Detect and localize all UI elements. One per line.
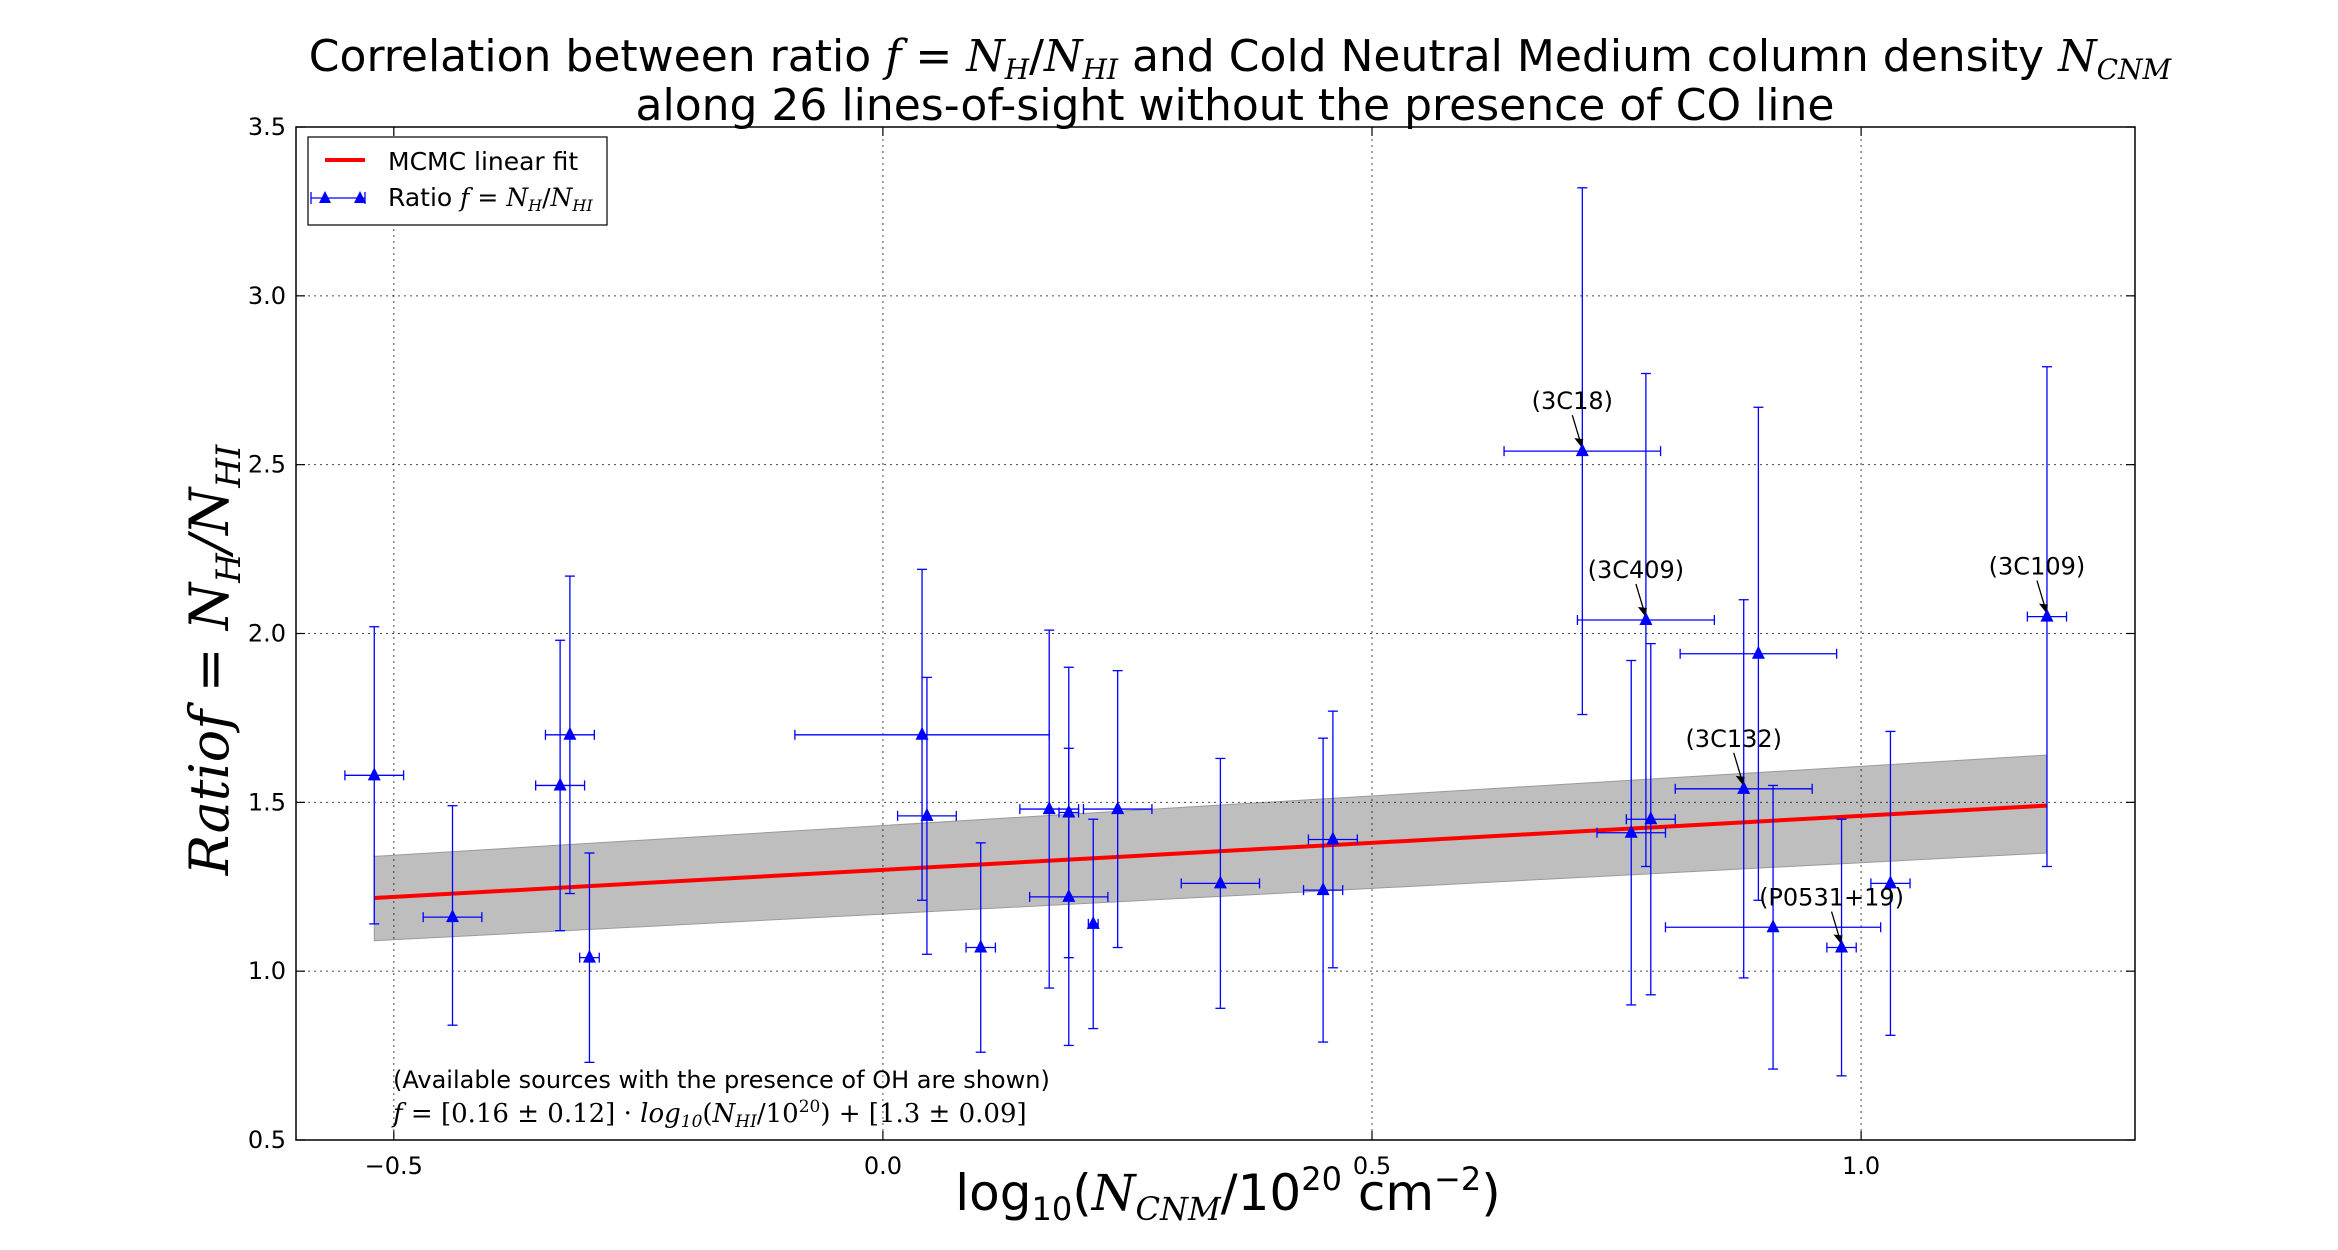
x-tick-label: 0.5 [1353, 1152, 1391, 1180]
legend-points-label: Ratio f = NH/NHI [388, 183, 593, 215]
triangle-marker [1737, 780, 1751, 794]
label-arrowhead [1735, 775, 1745, 785]
x-tick-label: −0.5 [365, 1152, 423, 1180]
triangle-marker [1883, 875, 1897, 889]
y-tick-label: 3.5 [248, 113, 286, 141]
triangle-marker [1326, 831, 1340, 845]
triangle-marker [2040, 608, 2054, 622]
data-point [794, 568, 1050, 901]
data-point [1082, 669, 1153, 949]
data-point [344, 626, 405, 925]
triangle-marker [563, 726, 577, 740]
legend-fit-label: MCMC linear fit [388, 147, 578, 176]
point-label: (3C409) [1588, 556, 1685, 584]
triangle-marker [974, 939, 988, 953]
data-point [1596, 659, 1667, 1006]
triangle-marker [1086, 915, 1100, 929]
legend-points-swatch [310, 191, 366, 204]
point-label: (P0531+19) [1759, 884, 1904, 912]
point-label: (3C18) [1532, 387, 1613, 415]
data-point [1307, 710, 1358, 969]
triangle-marker [1316, 882, 1330, 896]
label-arrowhead [1637, 606, 1647, 616]
label-arrowhead [2038, 603, 2048, 613]
data-point [422, 805, 483, 1026]
y-tick-label: 2.5 [248, 451, 286, 479]
data-point [1302, 737, 1344, 1043]
triangle-marker [446, 909, 460, 923]
y-tick-label: 0.5 [248, 1126, 286, 1154]
triangle-marker [1624, 824, 1638, 838]
data-point [1086, 818, 1100, 1030]
data-point [1679, 406, 1838, 901]
data-point [1028, 747, 1109, 1047]
data-points-layer [344, 187, 2068, 1077]
triangle-marker [915, 726, 929, 740]
fit-confidence-band [373, 754, 2048, 942]
point-label: (3C132) [1685, 725, 1782, 753]
data-point [1870, 730, 1911, 1036]
data-point [544, 575, 595, 895]
data-point [1826, 818, 1857, 1077]
label-arrowhead [1833, 934, 1843, 944]
x-tick-label: 1.0 [1842, 1152, 1880, 1180]
data-point [2026, 366, 2068, 868]
legend-box [307, 136, 608, 226]
fit-line [374, 803, 2048, 900]
plot-area: (3C18) (3C409) (3C132) (P0531+19) (3C109) −0… [248, 113, 2136, 1180]
legend: MCMC linear fit Ratio f = NH/NHI [307, 136, 608, 226]
triangle-marker [1062, 888, 1076, 902]
point-label: (3C109) [1989, 553, 2086, 581]
triangle-marker [553, 777, 567, 791]
data-point [1576, 372, 1716, 868]
triangle-marker [920, 807, 934, 821]
data-point [965, 842, 997, 1053]
triangle-marker [1835, 939, 1849, 953]
triangle-marker [582, 949, 596, 963]
data-point [579, 852, 600, 1063]
triangle-marker [1644, 811, 1658, 825]
data-point [535, 639, 586, 932]
data-point [1625, 642, 1676, 996]
triangle-marker [1575, 443, 1589, 457]
fit-line-layer [374, 803, 2048, 900]
triangle-marker [367, 767, 381, 781]
data-point [1674, 599, 1813, 979]
triangle-marker [1639, 611, 1653, 625]
triangle-marker [1751, 645, 1765, 659]
grid-layer [296, 127, 2135, 1140]
y-axis-label: Ratiof = NH/NHI [178, 444, 249, 876]
y-tick-label: 2.0 [248, 620, 286, 648]
annotation-fit-equation: f = [0.16 ± 0.12] · log10(NHI/1020) + [1… [391, 1097, 1027, 1132]
triangle-marker [1213, 875, 1227, 889]
x-axis-label: log10(NCNM/1020 cm−2) [955, 1160, 1500, 1228]
data-point [1664, 784, 1882, 1070]
chart-title-line1: Correlation between ratio f = NH/NHI and… [309, 31, 2173, 86]
ticks-layer: −0.5 0.0 0.5 1.0 0.5 1.0 1.5 2.0 2.5 3.0 3.5 [248, 113, 2135, 1180]
data-point [1503, 187, 1662, 716]
x-tick-label: 0.0 [864, 1152, 902, 1180]
annotation-note: (Available sources with the presence of … [393, 1066, 1050, 1094]
y-tick-label: 3.0 [248, 282, 286, 310]
triangle-marker [1766, 919, 1780, 933]
y-tick-label: 1.5 [248, 788, 286, 816]
data-point [896, 676, 957, 955]
point-labels-layer: (3C18) (3C409) (3C132) (P0531+19) (3C109) [1532, 387, 2086, 944]
triangle-marker [1111, 801, 1125, 815]
triangle-marker [1042, 801, 1056, 815]
chart-title-line2: along 26 lines-of-sight without the pres… [636, 80, 1835, 131]
y-tick-label: 1.0 [248, 957, 286, 985]
fit-confidence-band-layer [373, 754, 2048, 942]
label-arrowhead [1574, 438, 1584, 448]
data-point [1180, 757, 1261, 1009]
